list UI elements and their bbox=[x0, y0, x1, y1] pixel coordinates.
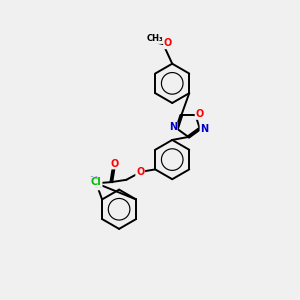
Text: O: O bbox=[136, 167, 144, 177]
Text: N: N bbox=[89, 176, 97, 186]
Text: Cl: Cl bbox=[91, 177, 102, 187]
Text: CH₃: CH₃ bbox=[147, 34, 163, 43]
Text: H: H bbox=[94, 181, 101, 190]
Text: O: O bbox=[111, 159, 119, 169]
Text: O: O bbox=[164, 38, 172, 48]
Text: N: N bbox=[169, 122, 177, 133]
Text: N: N bbox=[200, 124, 208, 134]
Text: O: O bbox=[196, 109, 204, 119]
